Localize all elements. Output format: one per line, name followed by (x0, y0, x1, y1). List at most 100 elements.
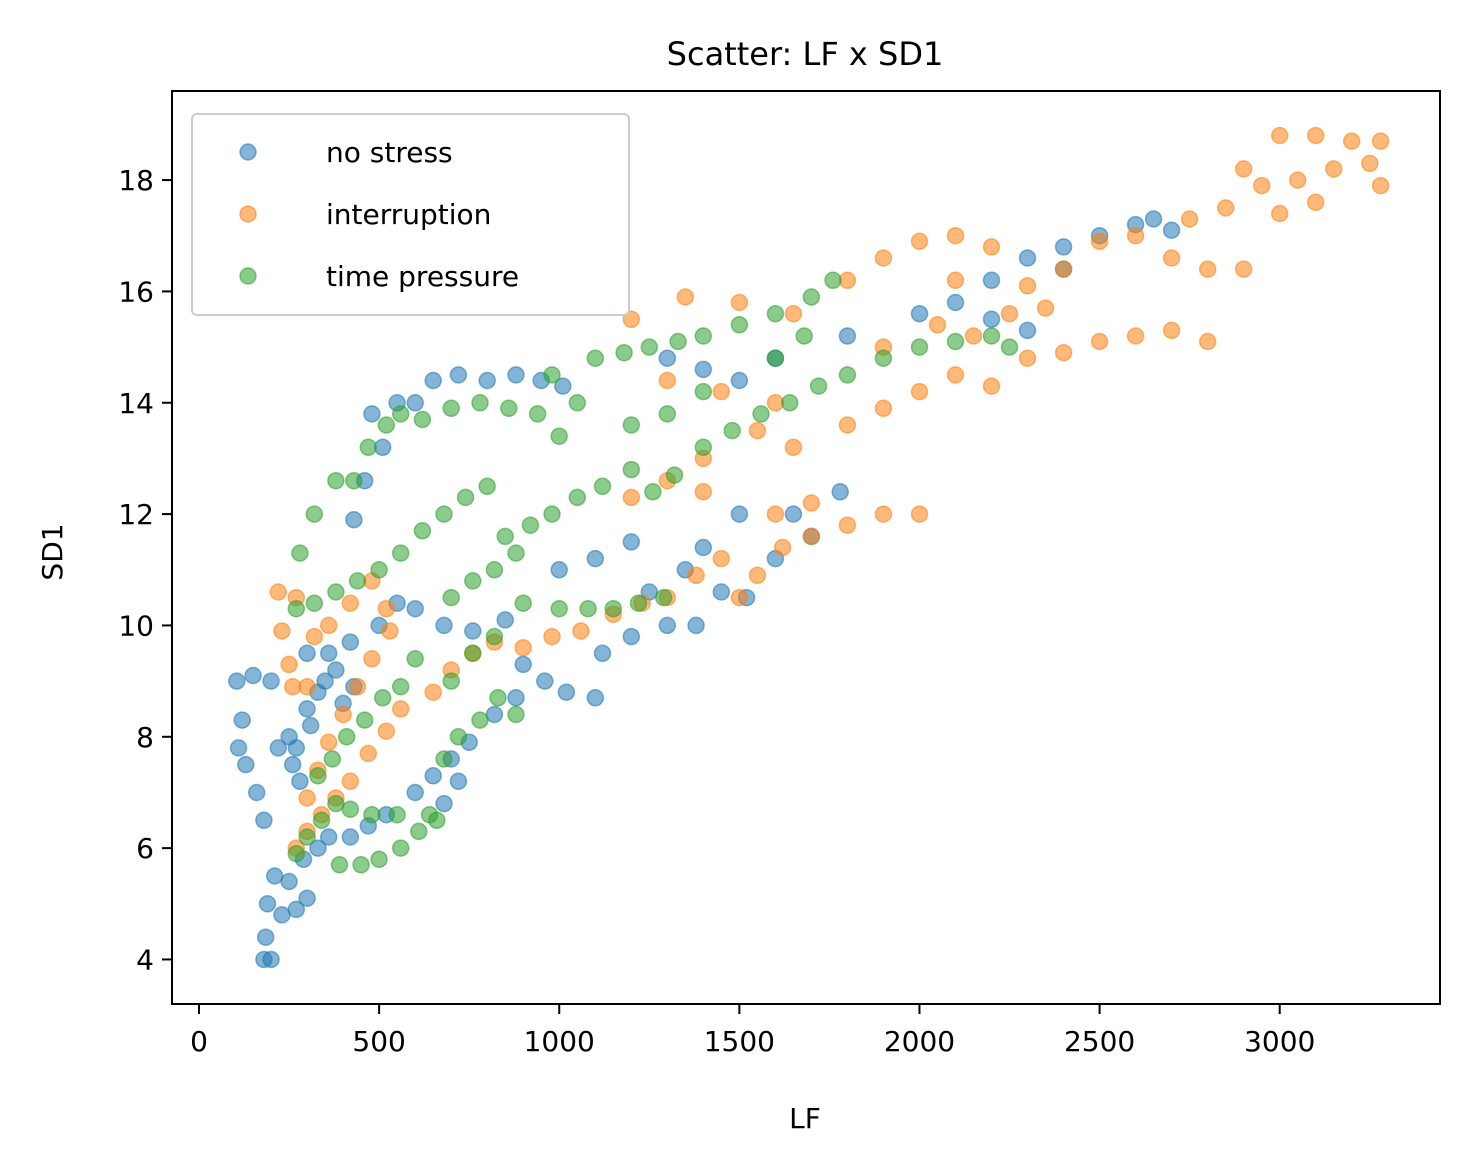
data-point (669, 332, 687, 351)
data-point (982, 238, 1001, 256)
data-point (291, 544, 309, 562)
data-point (359, 744, 378, 763)
data-point (773, 538, 792, 557)
data-point (766, 304, 785, 323)
data-point (228, 672, 246, 690)
data-point (1306, 126, 1325, 145)
data-point (319, 828, 338, 846)
data-point (622, 460, 641, 479)
data-point (478, 477, 496, 496)
data-point (1270, 126, 1289, 145)
data-point (1371, 132, 1390, 150)
data-point (622, 416, 641, 434)
data-point (1324, 160, 1343, 178)
data-point (1126, 226, 1145, 245)
data-point (305, 594, 324, 612)
legend-marker-time-pressure (239, 267, 257, 285)
data-point (766, 394, 785, 412)
data-point (435, 616, 453, 635)
data-point (748, 566, 767, 585)
x-axis-ticks: 0 500 1000 1500 2000 2500 3000 (190, 1004, 1315, 1058)
data-point (579, 599, 597, 618)
data-point (507, 705, 525, 724)
data-point (262, 672, 280, 690)
data-point (370, 850, 388, 869)
data-point (838, 366, 857, 384)
data-point (1144, 210, 1163, 228)
data-point (287, 844, 306, 863)
legend: no stress interruption time pressure (191, 113, 630, 316)
data-point (291, 772, 309, 791)
data-point (694, 382, 713, 401)
data-point (712, 382, 731, 401)
data-point (1054, 260, 1073, 278)
data-point (795, 327, 813, 345)
data-point (615, 343, 633, 362)
data-point (373, 689, 392, 707)
data-point (323, 750, 342, 768)
data-point (528, 405, 547, 423)
data-point (256, 928, 275, 946)
data-point (280, 728, 298, 746)
x-tick-label: 1500 (704, 1025, 775, 1058)
data-point (1234, 160, 1253, 178)
x-axis-label: LF (789, 1102, 821, 1135)
data-point (489, 689, 507, 707)
data-point (910, 382, 929, 401)
x-tick-label: 500 (352, 1025, 405, 1058)
y-axis-label: SD1 (36, 523, 69, 580)
data-point (982, 310, 1001, 329)
data-point (471, 394, 489, 412)
data-point (301, 716, 320, 735)
data-point (424, 371, 442, 390)
data-point (262, 950, 280, 969)
data-point (355, 711, 374, 729)
data-point (1162, 249, 1181, 267)
data-point (622, 488, 641, 507)
data-point (730, 371, 749, 390)
legend-marker-interruption (239, 205, 257, 223)
data-point (391, 839, 410, 857)
data-point (428, 811, 446, 830)
data-point (1234, 260, 1253, 278)
data-point (1018, 321, 1037, 340)
data-point (269, 583, 288, 601)
data-point (406, 650, 424, 668)
data-point (478, 371, 496, 390)
data-point (391, 677, 410, 696)
data-point (640, 338, 659, 356)
y-tick-label: 14 (118, 387, 154, 420)
data-point (593, 644, 612, 663)
data-point (824, 271, 842, 290)
data-point (910, 304, 929, 323)
data-point (694, 538, 713, 557)
data-point (507, 689, 525, 707)
data-point (258, 895, 277, 913)
data-point (298, 700, 316, 718)
x-tick-label: 3000 (1244, 1025, 1315, 1058)
data-point (363, 405, 381, 423)
data-point (449, 728, 468, 746)
y-tick-label: 4 (136, 943, 154, 976)
data-point (496, 527, 514, 546)
data-point (604, 599, 623, 618)
data-point (658, 616, 677, 635)
data-point (507, 366, 525, 384)
data-point (694, 438, 713, 457)
data-point (348, 677, 367, 696)
data-point (964, 327, 983, 345)
data-point (496, 611, 514, 629)
data-point (435, 505, 453, 523)
data-point (874, 505, 893, 523)
data-point (305, 505, 324, 523)
data-point (424, 683, 442, 701)
data-point (406, 394, 424, 412)
data-point (485, 561, 504, 579)
data-point (471, 711, 489, 729)
data-point (554, 377, 572, 395)
data-point (730, 588, 749, 607)
data-point (287, 599, 306, 618)
data-point (309, 767, 327, 785)
data-point (557, 683, 576, 701)
